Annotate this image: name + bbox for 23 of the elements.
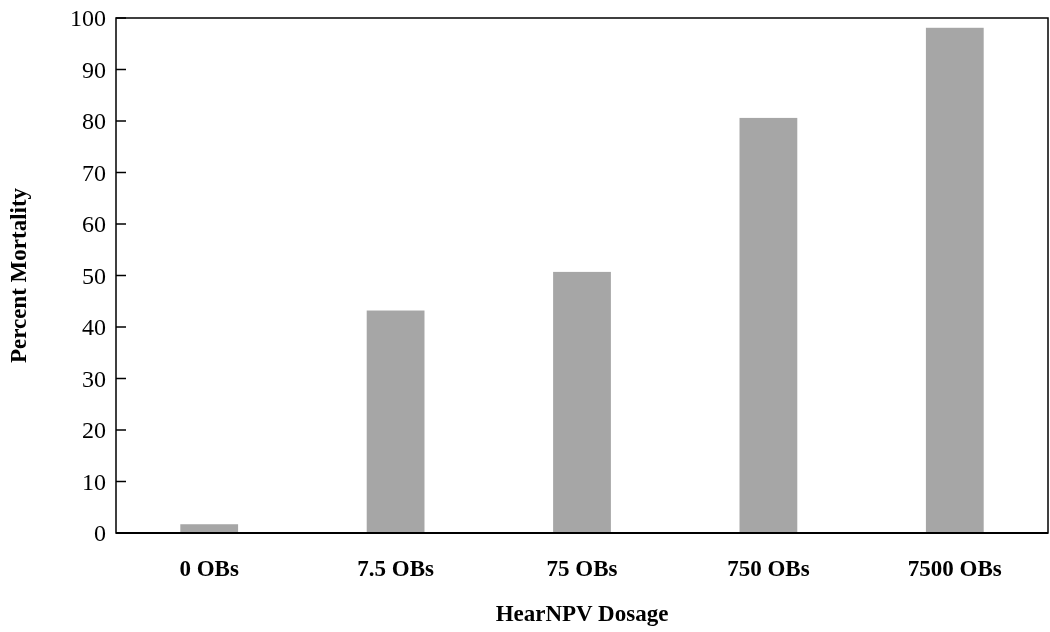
y-tick-label: 90	[82, 56, 106, 83]
x-tick-label: 7.5 OBs	[357, 556, 434, 581]
x-tick-label: 75 OBs	[546, 556, 618, 581]
y-tick-label: 0	[94, 520, 106, 547]
y-tick-label: 10	[82, 468, 106, 495]
bar	[925, 27, 984, 533]
bar	[180, 524, 239, 533]
x-axis-title: HearNPV Dosage	[495, 601, 669, 626]
bar	[739, 117, 798, 533]
y-tick-label: 40	[82, 314, 106, 341]
y-tick-label: 100	[70, 5, 106, 32]
bar	[553, 271, 611, 533]
y-tick-label: 20	[82, 417, 106, 444]
x-tick-label: 0 OBs	[179, 556, 239, 581]
y-tick-label: 60	[82, 211, 106, 238]
bar	[366, 310, 425, 533]
x-tick-label: 7500 OBs	[907, 556, 1002, 581]
y-tick-label: 80	[82, 108, 106, 135]
x-tick-label: 750 OBs	[727, 556, 810, 581]
y-axis-title: Percent Mortality	[6, 187, 31, 364]
y-tick-label: 70	[82, 159, 106, 186]
y-tick-label: 30	[82, 365, 106, 392]
y-tick-label: 50	[82, 262, 106, 289]
